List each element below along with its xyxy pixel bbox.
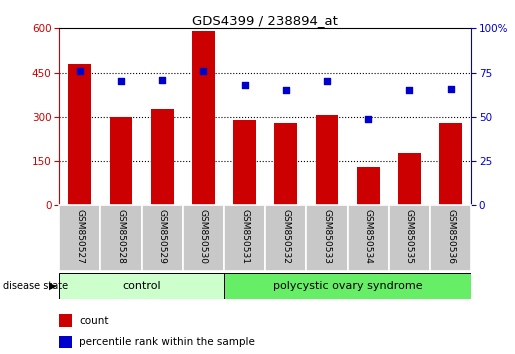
Text: GSM850536: GSM850536 (446, 209, 455, 264)
Bar (316, 115, 338, 205)
Bar (151, 109, 174, 205)
Text: GSM850527: GSM850527 (75, 209, 84, 263)
Bar (59, 205, 100, 271)
Bar (183, 205, 224, 271)
Text: ▶: ▶ (48, 281, 56, 291)
Bar (59, 336, 73, 348)
Point (282, 87, 290, 93)
Bar (68, 64, 91, 205)
Point (241, 82, 249, 88)
Bar (439, 123, 462, 205)
Point (117, 79, 125, 84)
Text: control: control (123, 281, 161, 291)
Point (199, 68, 208, 74)
Point (323, 79, 331, 84)
Text: GSM850535: GSM850535 (405, 209, 414, 264)
Text: count: count (79, 316, 109, 326)
Bar (142, 205, 183, 271)
Bar (100, 205, 142, 271)
Point (447, 86, 455, 91)
Bar (59, 314, 73, 327)
Bar (224, 273, 471, 299)
Title: GDS4399 / 238894_at: GDS4399 / 238894_at (192, 14, 338, 27)
Bar (430, 205, 471, 271)
Text: GSM850531: GSM850531 (240, 209, 249, 264)
Bar (389, 205, 430, 271)
Text: GSM850528: GSM850528 (116, 209, 126, 263)
Bar (192, 31, 215, 205)
Text: percentile rank within the sample: percentile rank within the sample (79, 337, 255, 347)
Point (364, 116, 372, 121)
Bar (59, 273, 224, 299)
Bar (224, 205, 265, 271)
Text: GSM850530: GSM850530 (199, 209, 208, 264)
Bar (306, 205, 348, 271)
Bar (233, 120, 256, 205)
Point (405, 87, 414, 93)
Bar (274, 123, 297, 205)
Text: disease state: disease state (3, 281, 67, 291)
Text: GSM850533: GSM850533 (322, 209, 332, 264)
Text: GSM850529: GSM850529 (158, 209, 167, 263)
Bar (265, 205, 306, 271)
Point (76, 68, 84, 74)
Bar (110, 117, 132, 205)
Bar (357, 167, 380, 205)
Text: polycystic ovary syndrome: polycystic ovary syndrome (273, 281, 422, 291)
Bar (398, 153, 421, 205)
Text: GSM850534: GSM850534 (364, 209, 373, 263)
Point (158, 77, 166, 82)
Bar (348, 205, 389, 271)
Text: GSM850532: GSM850532 (281, 209, 290, 263)
